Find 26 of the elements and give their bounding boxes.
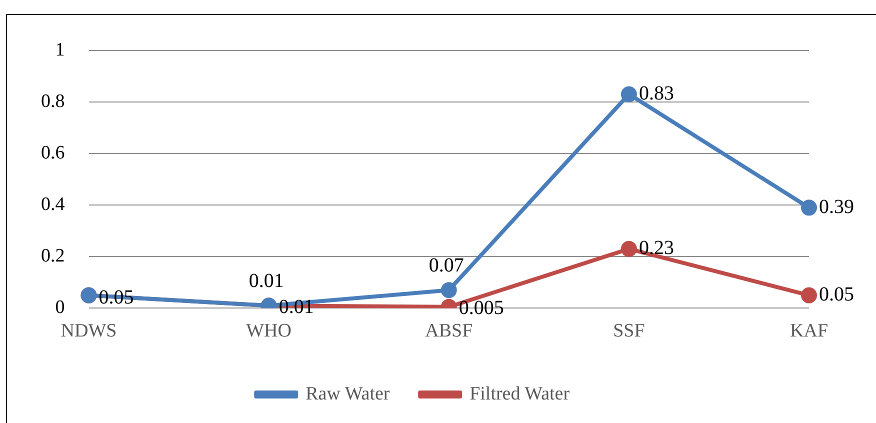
data-label: 0.07 [428,254,464,276]
data-label: 0.23 [638,237,674,260]
point [440,282,457,298]
data-label: 0.01 [248,270,284,292]
y-tick-label: 0.4 [41,194,66,216]
x-tick-label: ABSF [425,320,473,342]
point [620,86,637,102]
x-tick-label: KAF [790,320,828,342]
legend-label: Raw Water [306,383,390,404]
data-label: 0.05 [819,284,854,306]
x-tick-label: SSF [613,320,645,342]
x-tick-label: WHO [246,320,292,342]
y-tick-label: 0.8 [41,90,65,112]
y-tick-label: 0.6 [41,142,65,164]
y-tick-label: 0.2 [41,246,65,267]
data-label: 0.01 [278,296,314,318]
data-label: 0.83 [638,82,674,104]
legend-label: Filtred Water [470,383,570,404]
x-tick-label: NDWS [60,320,117,342]
data-label: 0.005 [458,297,504,320]
point [620,240,637,257]
point [801,200,817,216]
y-tick-label: 0 [55,297,65,318]
y-tick-label: 1 [55,39,65,60]
data-label: 0.39 [819,196,854,218]
point [801,287,817,304]
